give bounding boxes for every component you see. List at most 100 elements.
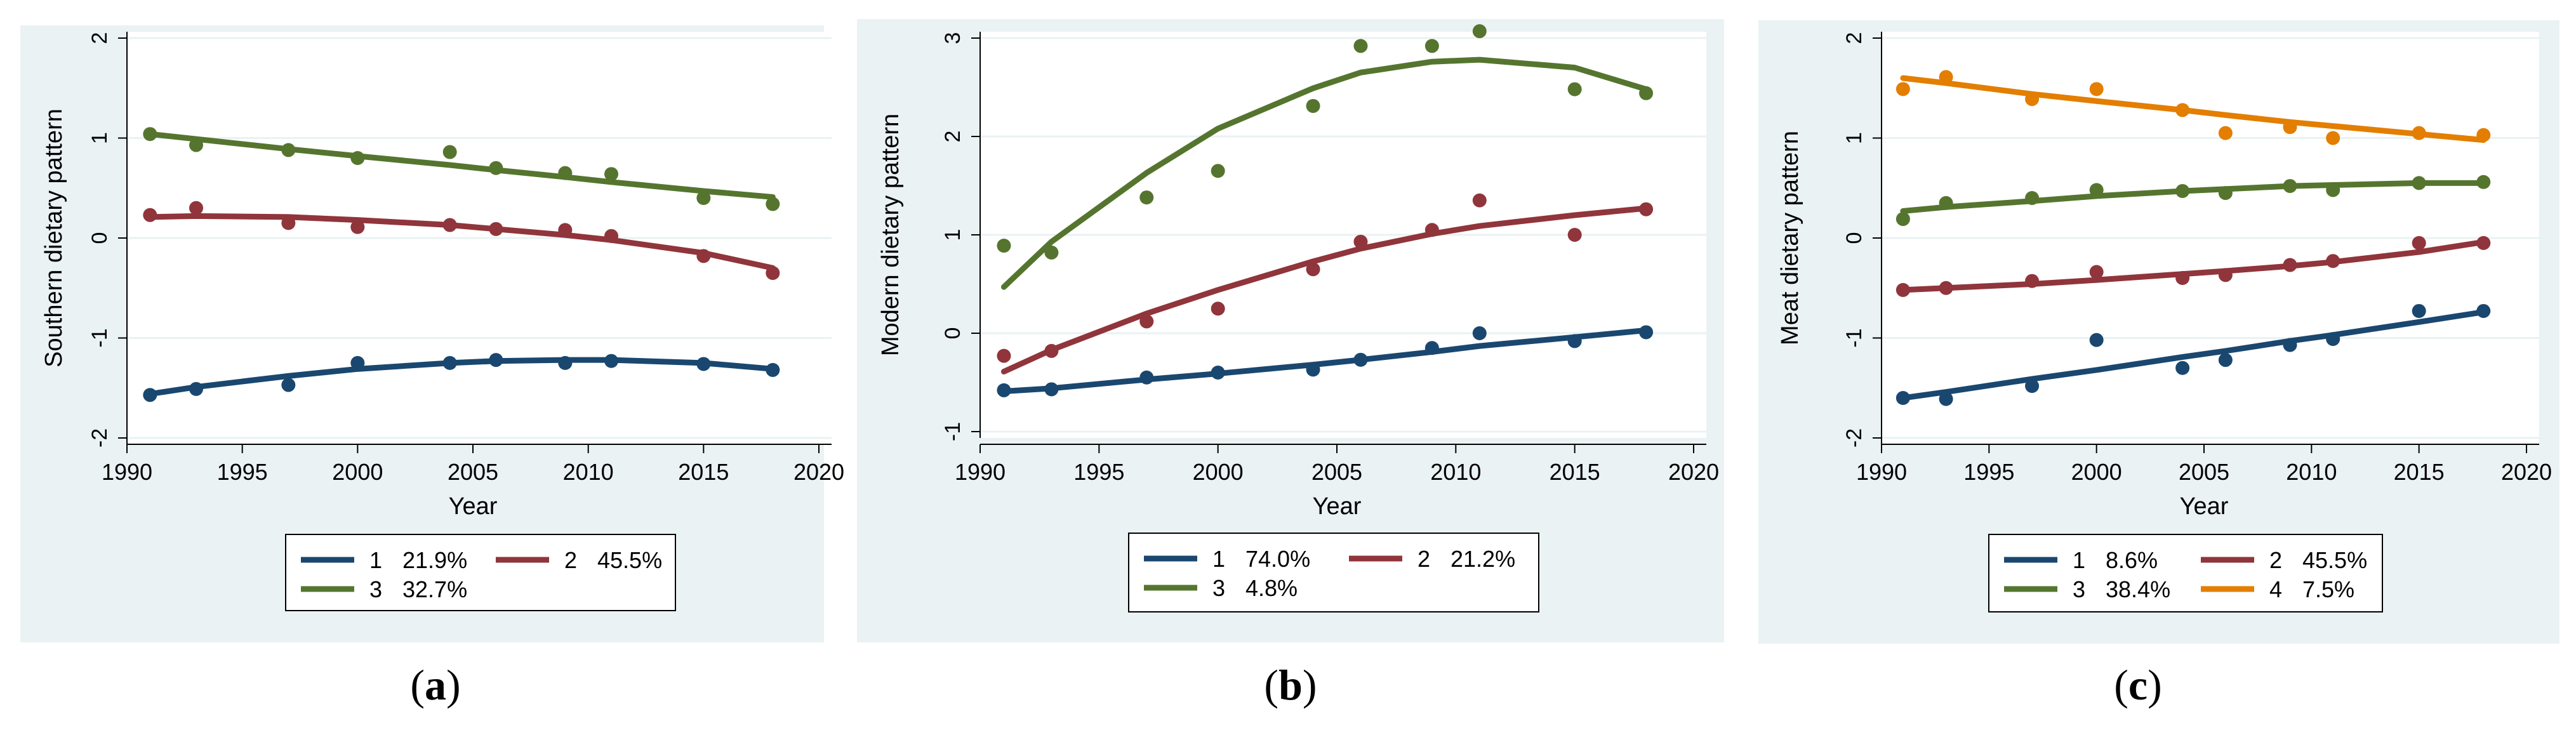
data-point-series-3 xyxy=(1044,245,1059,260)
x-tick-label: 2005 xyxy=(2179,459,2229,485)
fit-line-series-1 xyxy=(1000,327,1649,394)
data-point-series-3 xyxy=(2089,183,2104,197)
y-tick-label: 1 xyxy=(1842,132,1866,144)
data-point-series-3 xyxy=(189,138,203,152)
data-point-series-1 xyxy=(1939,392,1953,406)
data-point-series-2 xyxy=(189,201,203,215)
legend-label-series-1: 1 xyxy=(2073,547,2085,573)
data-point-series-1 xyxy=(1044,382,1059,397)
data-point-series-1 xyxy=(189,381,203,396)
data-point-series-4 xyxy=(2283,120,2297,135)
x-tick-label: 2000 xyxy=(2071,459,2122,485)
x-tick-label: 2010 xyxy=(1430,459,1481,485)
data-point-series-3 xyxy=(2412,176,2426,190)
data-point-series-3 xyxy=(1139,190,1154,205)
data-point-series-3 xyxy=(766,197,780,211)
data-point-series-1 xyxy=(558,355,573,370)
y-tick-label: -2 xyxy=(1842,428,1866,447)
x-tick-label: 1995 xyxy=(1073,459,1124,485)
data-point-series-3 xyxy=(558,166,573,180)
data-point-series-3 xyxy=(1353,39,1368,53)
data-point-series-1 xyxy=(766,362,780,377)
data-point-series-2 xyxy=(1044,343,1059,358)
data-point-series-1 xyxy=(2283,338,2297,352)
fit-line-series-2 xyxy=(147,213,776,271)
data-point-series-3 xyxy=(1567,82,1582,96)
data-point-series-2 xyxy=(1424,223,1439,237)
fit-line-series-3 xyxy=(1000,56,1649,290)
data-point-series-1 xyxy=(696,357,711,371)
y-tick-label: -1 xyxy=(88,328,112,347)
data-point-series-1 xyxy=(2412,303,2426,318)
y-tick-label: 0 xyxy=(941,328,965,340)
legend-label-series-3: 3 xyxy=(369,576,382,602)
fit-line-series-3 xyxy=(1900,180,2486,214)
data-point-series-2 xyxy=(2412,235,2426,250)
data-point-series-1 xyxy=(2175,361,2190,375)
data-point-series-3 xyxy=(350,151,365,165)
data-point-series-2 xyxy=(2175,271,2190,285)
data-point-series-3 xyxy=(696,191,711,205)
fit-line-series-1 xyxy=(147,357,776,397)
x-tick-label: 2005 xyxy=(1311,459,1362,485)
y-tick-label: 2 xyxy=(941,131,965,143)
y-axis-title: Modern dietary pattern xyxy=(877,114,904,356)
panel-caption-c: (c) xyxy=(2114,661,2162,709)
data-point-series-4 xyxy=(2025,92,2040,107)
data-point-series-3 xyxy=(997,239,1011,253)
data-point-series-1 xyxy=(143,388,157,402)
x-tick-label: 2005 xyxy=(448,459,498,485)
data-point-series-2 xyxy=(2326,254,2340,268)
y-tick-label: 0 xyxy=(88,232,112,244)
data-point-series-1 xyxy=(281,378,296,392)
x-tick-label: 2015 xyxy=(1550,459,1600,485)
data-point-series-4 xyxy=(1939,70,1953,84)
data-point-series-2 xyxy=(143,208,157,222)
data-point-series-1 xyxy=(350,355,365,370)
x-axis-title: Year xyxy=(449,493,498,520)
legend-label-series-4: 4 xyxy=(2269,576,2282,602)
data-point-series-3 xyxy=(2218,186,2233,201)
x-tick-label: 2015 xyxy=(2394,459,2445,485)
x-axis-title: Year xyxy=(1313,493,1362,520)
legend-label-series-3: 3 xyxy=(1212,575,1225,601)
data-point-series-4 xyxy=(1895,82,1910,96)
data-point-series-4 xyxy=(2326,131,2340,145)
legend-share-series-3: 4.8% xyxy=(1245,575,1298,601)
panel-caption-b: (b) xyxy=(1264,661,1317,709)
legend-label-series-3: 3 xyxy=(2073,576,2085,602)
data-point-series-2 xyxy=(350,220,365,234)
y-axis-title: Meat dietary pattern xyxy=(1777,131,1803,345)
legend-box xyxy=(1988,534,2383,612)
data-point-series-3 xyxy=(2326,183,2340,197)
data-point-series-3 xyxy=(2175,183,2190,198)
data-point-series-2 xyxy=(2283,258,2297,272)
data-point-series-2 xyxy=(997,348,1011,363)
data-point-series-4 xyxy=(2412,126,2426,140)
data-point-series-3 xyxy=(1895,212,1910,227)
data-point-series-3 xyxy=(1306,98,1320,113)
fit-line-series-4 xyxy=(1900,75,2486,143)
data-point-series-3 xyxy=(2025,191,2040,205)
data-point-series-3 xyxy=(1211,164,1225,178)
x-tick-label: 2000 xyxy=(332,459,383,485)
y-tick-label: 1 xyxy=(88,132,112,144)
data-point-series-1 xyxy=(997,383,1011,397)
data-point-series-3 xyxy=(442,145,457,159)
data-point-series-1 xyxy=(1895,391,1910,405)
data-point-series-1 xyxy=(1306,362,1320,377)
data-point-series-2 xyxy=(1567,228,1582,242)
x-tick-label: 2010 xyxy=(2286,459,2337,485)
data-point-series-3 xyxy=(1424,39,1439,53)
data-point-series-4 xyxy=(2089,82,2104,96)
fit-line-series-2 xyxy=(1900,239,2486,293)
legend-share-series-3: 38.4% xyxy=(2106,576,2170,602)
y-tick-label: -2 xyxy=(88,428,112,447)
x-tick-label: 2015 xyxy=(678,459,729,485)
data-point-series-3 xyxy=(489,161,503,175)
fit-line-series-2 xyxy=(1000,205,1649,374)
y-tick-label: 1 xyxy=(941,229,965,241)
data-point-series-1 xyxy=(1139,370,1154,385)
legend-box xyxy=(285,534,676,611)
